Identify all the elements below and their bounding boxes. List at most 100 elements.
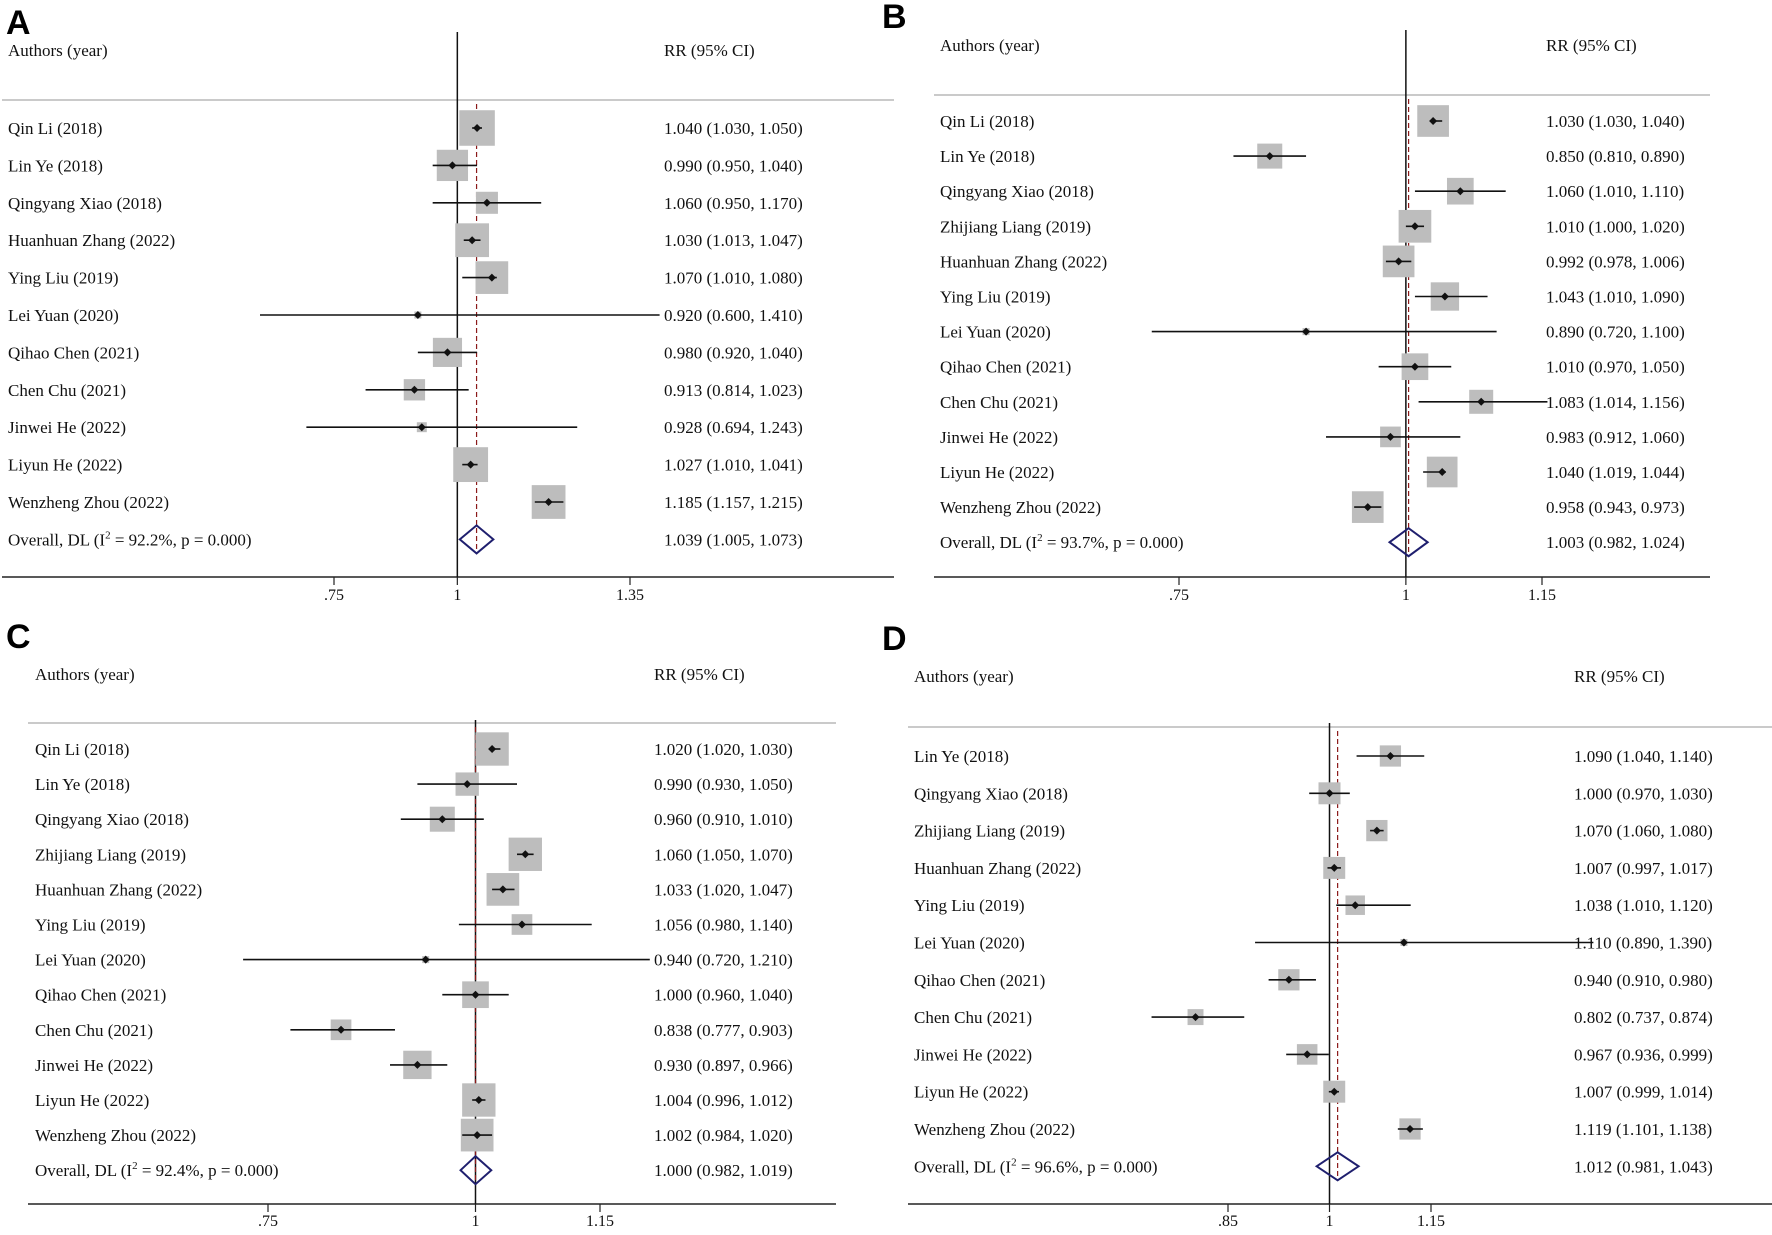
study-ci-text: 0.960 (0.910, 1.010) [654,810,793,829]
study-ci-text: 1.000 (0.960, 1.040) [654,986,793,1005]
overall-ci-text: 1.003 (0.982, 1.024) [1546,533,1685,552]
study-row: Liyun He (2022) 1.027 (1.010, 1.041) [8,447,803,483]
study-label: Qingyang Xiao (2018) [914,784,1068,803]
study-label: Qingyang Xiao (2018) [940,182,1094,201]
point-estimate [1394,257,1403,266]
overall-diamond [1387,526,1430,558]
study-row: Lin Ye (2018) 0.850 (0.810, 0.890) [940,143,1685,169]
study-ci-text: 0.920 (0.600, 1.410) [664,306,803,325]
study-label: Lei Yuan (2020) [940,323,1051,342]
overall-row: Overall, DL (I2 = 92.4%, p = 0.000) 1.000… [35,1154,793,1186]
study-ci-text: 1.070 (1.010, 1.080) [664,269,803,288]
x-tick-label: 1.35 [616,587,644,604]
study-ci-text: 1.083 (1.014, 1.156) [1546,393,1685,412]
overall-diamond [1314,1151,1361,1182]
study-label: Huanhuan Zhang (2022) [914,859,1081,878]
study-row: Qingyang Xiao (2018) 0.960 (0.910, 1.010) [35,806,793,832]
point-estimate [1265,152,1274,161]
overall-label: Overall, DL (I2 = 92.4%, p = 0.000) [35,1160,279,1180]
point-estimate [1429,117,1438,125]
study-ci-text: 0.992 (0.978, 1.006) [1546,252,1685,271]
x-tick-label: .75 [1169,587,1189,604]
study-ci-text: 1.033 (1.020, 1.047) [654,880,793,899]
study-label: Jinwei He (2022) [8,418,126,437]
study-row: Qihao Chen (2021) 1.000 (0.960, 1.040) [35,981,793,1009]
point-estimate [1284,975,1293,984]
point-estimate [438,815,447,824]
study-row: Chen Chu (2021) 1.083 (1.014, 1.156) [940,389,1685,414]
study-ci-text: 0.940 (0.910, 0.980) [1574,971,1713,990]
x-tick-label: 1 [1402,587,1410,604]
study-row: Zhijiang Liang (2019) 1.060 (1.050, 1.070… [35,837,793,871]
header-rr: RR (95% CI) [1574,667,1665,686]
study-label: Jinwei He (2022) [914,1045,1032,1064]
study-label: Huanhuan Zhang (2022) [940,252,1107,271]
study-label: Qingyang Xiao (2018) [8,194,162,213]
study-ci-text: 0.990 (0.950, 1.040) [664,156,803,175]
study-row: Huanhuan Zhang (2022) 1.033 (1.020, 1.047… [35,873,793,906]
study-ci-text: 1.027 (1.010, 1.041) [664,456,803,475]
x-tick-label: 1.15 [1417,1213,1445,1230]
point-estimate [482,198,491,207]
study-label: Chen Chu (2021) [914,1008,1032,1027]
panel-d: D Authors (year) RR (95% CI) .85 1 1.15 Lin Ye… [882,620,1772,1230]
study-row: Lei Yuan (2020) 0.890 (0.720, 1.100) [940,323,1685,342]
point-estimate [1191,1013,1200,1022]
point-estimate [466,460,475,469]
study-label: Qin Li (2018) [940,112,1034,131]
study-ci-text: 0.958 (0.943, 0.973) [1546,498,1685,517]
x-tick-label: 1 [1326,1213,1334,1230]
study-ci-text: 0.967 (0.936, 0.999) [1574,1045,1713,1064]
x-tick-label: 1.15 [586,1213,614,1230]
overall-ci-text: 1.012 (0.981, 1.043) [1574,1157,1713,1176]
study-ci-text: 1.030 (1.013, 1.047) [664,231,803,250]
study-ci-text: 1.060 (1.050, 1.070) [654,845,793,864]
study-ci-text: 0.850 (0.810, 0.890) [1546,147,1685,166]
panel-label: D [882,620,907,658]
header-authors: Authors (year) [8,41,108,60]
point-estimate [1386,752,1395,760]
study-row: Ying Liu (2019) 1.056 (0.980, 1.140) [35,914,793,935]
study-label: Wenzheng Zhou (2022) [35,1126,196,1145]
study-row: Wenzheng Zhou (2022) 1.185 (1.157, 1.215) [8,485,803,519]
study-ci-text: 0.802 (0.737, 0.874) [1574,1008,1713,1027]
header-authors: Authors (year) [940,36,1040,55]
study-row: Chen Chu (2021) 0.913 (0.814, 1.023) [8,379,803,401]
point-estimate [1410,362,1419,371]
study-label: Ying Liu (2019) [914,896,1025,915]
study-row: Jinwei He (2022) 0.967 (0.936, 0.999) [914,1044,1713,1065]
study-label: Liyun He (2022) [35,1091,149,1110]
study-row: Jinwei He (2022) 0.928 (0.694, 1.243) [8,418,803,437]
study-ci-text: 1.060 (1.010, 1.110) [1546,182,1684,201]
overall-row: Overall, DL (I2 = 92.2%, p = 0.000) 1.039… [8,524,803,555]
study-ci-text: 0.983 (0.912, 1.060) [1546,428,1685,447]
study-ci-text: 1.010 (0.970, 1.050) [1546,358,1685,377]
study-ci-text: 1.185 (1.157, 1.215) [664,493,803,512]
point-estimate [488,745,497,753]
study-row: Qin Li (2018) 1.040 (1.030, 1.050) [8,110,803,146]
study-row: Wenzheng Zhou (2022) 1.119 (1.101, 1.138) [914,1118,1712,1140]
point-estimate [1406,1125,1415,1133]
point-estimate [1363,503,1372,512]
study-label: Zhijiang Liang (2019) [35,845,186,864]
point-estimate [521,850,530,859]
point-estimate [544,498,553,506]
point-estimate [463,780,472,789]
point-estimate [337,1025,346,1034]
point-estimate [1438,468,1447,476]
point-estimate [421,955,430,964]
study-label: Zhijiang Liang (2019) [940,217,1091,236]
study-ci-text: 0.838 (0.777, 0.903) [654,1021,793,1040]
study-label: Lei Yuan (2020) [8,306,119,325]
study-row: Huanhuan Zhang (2022) 0.992 (0.978, 1.006… [940,245,1685,278]
study-label: Liyun He (2022) [940,463,1054,482]
header-rr: RR (95% CI) [654,665,745,684]
point-estimate [448,161,457,170]
point-estimate [471,990,480,999]
study-ci-text: 1.020 (1.020, 1.030) [654,740,793,759]
study-ci-text: 0.940 (0.720, 1.210) [654,951,793,970]
study-ci-text: 1.056 (0.980, 1.140) [654,916,793,935]
x-tick-label: .85 [1218,1213,1238,1230]
